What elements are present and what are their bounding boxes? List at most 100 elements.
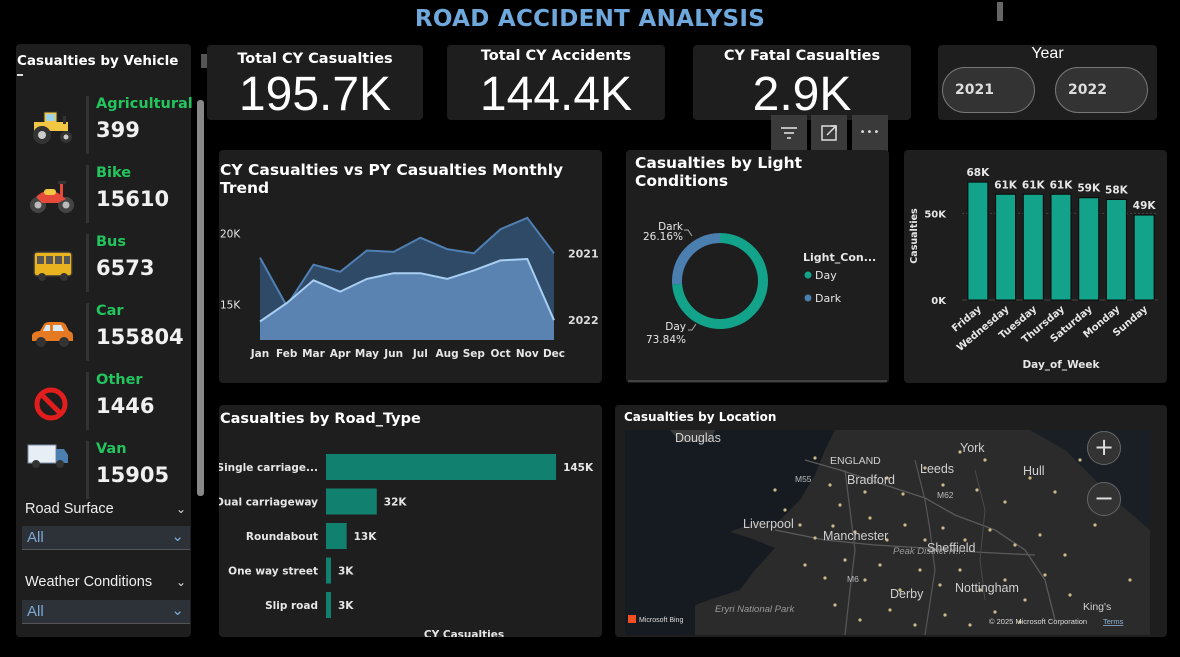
card-title: Casualties by Vehicle (17, 53, 179, 69)
divider (86, 96, 89, 154)
filter-icon[interactable] (771, 115, 807, 151)
x-axis-title: Day_of_Week (1022, 359, 1100, 371)
card-title: CY Casualties vs PY Casualties Monthly T… (220, 161, 564, 197)
x-tick-label: Aug (436, 348, 459, 360)
vehicle-row-car[interactable]: Car 155804 (16, 303, 191, 363)
chevron-down-icon[interactable]: ⌄ (176, 575, 187, 589)
y-axis-title: Casualties (909, 208, 920, 264)
series-label-2022: 2022 (568, 314, 599, 327)
data-label: 58K (1105, 184, 1129, 196)
grip-handle[interactable] (201, 54, 208, 68)
data-label: 59K (1077, 183, 1101, 195)
vehicle-row-bus[interactable]: Bus 6573 (16, 234, 191, 294)
data-label: 145K (563, 462, 594, 474)
slice-label-pct: 73.84% (646, 334, 686, 346)
vehicle-name: Bike (96, 165, 132, 181)
kpi-value: 144.4K (479, 68, 633, 121)
slice-label-name: Dark (658, 221, 684, 233)
slice-label-name: Day (665, 321, 686, 333)
year-option-2021[interactable]: 2021 (942, 67, 1035, 113)
data-label: 61K (1022, 179, 1046, 191)
scrollbar[interactable] (197, 100, 204, 496)
weather-conditions-label: Weather Conditions (25, 574, 153, 590)
bar-road-type (326, 523, 347, 549)
bar-road-type (326, 488, 377, 515)
y-tick-label: Roundabout (246, 531, 318, 543)
road-surface-dropdown[interactable]: All ⌄ (22, 526, 190, 550)
monthly-trend-chart[interactable]: 2021 2022 Jan Feb Mar Apr May Jun Jul Aug Sep Oct No… (219, 150, 602, 383)
map-label-derby: Derby (890, 587, 924, 601)
y-tick-label: 15K (220, 299, 241, 311)
x-axis-title: CY Casualties (424, 629, 504, 637)
map-label-england: ENGLAND (830, 455, 881, 467)
divider (86, 372, 89, 430)
legend-marker-day (804, 271, 812, 279)
data-label: 32K (384, 497, 408, 509)
x-tick-label: Oct (490, 348, 510, 360)
y-tick-label: 20K (220, 228, 241, 240)
y-tick-label: 50K (924, 209, 947, 220)
focus-mode-icon[interactable] (811, 115, 847, 151)
kpi-title: CY Fatal Casualties (723, 48, 881, 64)
bar-tuesday (1022, 193, 1044, 301)
page-title: ROAD ACCIDENT ANALYSIS (414, 6, 766, 32)
day-of-week-chart[interactable]: 68KFriday61KWednesday61KTuesday61KThursd… (904, 150, 1167, 383)
data-label: 61K (994, 179, 1018, 191)
map-terms-link[interactable]: Terms (1103, 617, 1124, 626)
dropdown-value: All (27, 603, 44, 620)
x-tick-label: Apr (330, 348, 352, 360)
bing-logo: Microsoft Bing (639, 617, 683, 624)
card-title: Casualties by Location (624, 410, 777, 424)
x-tick-label: Dec (543, 348, 565, 360)
x-tick-label: Mar (302, 348, 326, 360)
vehicle-name: Other (96, 372, 143, 388)
kpi-fatal-casualties: CY Fatal Casualties 2.9K (693, 45, 911, 121)
vehicle-row-van[interactable]: Van 15905 (16, 441, 191, 501)
tractor-icon (33, 111, 72, 144)
map-label-bradford: Bradford (847, 473, 895, 487)
vehicle-row-agricultural[interactable]: Agricultural 399 (16, 96, 193, 156)
bar-wednesday (995, 193, 1017, 301)
legend-label-day: Day (815, 269, 837, 282)
y-tick-label: One way street (228, 566, 318, 578)
kpi-title: Total CY Casualties (237, 51, 393, 67)
map-label-kings: King's (1083, 601, 1111, 613)
vehicle-row-other[interactable]: Other 1446 (16, 372, 191, 432)
bar-thursday (1050, 193, 1072, 301)
data-label: 3K (338, 566, 354, 578)
vehicle-value: 399 (96, 118, 140, 142)
zoom-out-button[interactable]: − (1087, 482, 1121, 516)
year-option-2022[interactable]: 2022 (1055, 67, 1148, 113)
zoom-in-button[interactable]: + (1087, 431, 1121, 465)
bar-friday (967, 181, 989, 301)
vehicle-value: 15610 (96, 187, 170, 211)
map-label-liverpool: Liverpool (743, 517, 794, 531)
kpi-value: 195.7K (238, 68, 392, 121)
data-label: 13K (354, 531, 378, 543)
map-attribution: © 2025 Microsoft Corporation (989, 617, 1087, 626)
location-map[interactable]: Douglas York ENGLAND Bradford Leeds Hull… (625, 430, 1150, 635)
vehicle-name: Van (96, 441, 127, 457)
bar-road-type (326, 557, 331, 584)
leader-line (684, 229, 693, 237)
vehicle-row-bike[interactable]: Bike 15610 (16, 165, 191, 225)
title-scrollbar[interactable] (997, 2, 1003, 21)
road-type-chart[interactable]: Single carriage... 145K Dual carriageway 32… (219, 405, 602, 637)
more-options-icon[interactable]: ••• (852, 115, 888, 151)
weather-conditions-dropdown[interactable]: All ⌄ (22, 600, 190, 624)
y-tick-label: Single carriage... (219, 462, 318, 474)
kpi-total-accidents: Total CY Accidents 144.4K (447, 45, 665, 121)
data-label: 49K (1133, 200, 1157, 212)
data-label: 3K (338, 600, 354, 612)
car-icon (32, 322, 73, 347)
map-label-hull: Hull (1023, 464, 1045, 478)
x-tick-label: Nov (516, 348, 539, 360)
chevron-down-icon[interactable]: ⌄ (176, 502, 187, 516)
bus-icon (33, 251, 73, 281)
map-label-eryri: Eryri National Park (715, 604, 795, 615)
donut-slice-dark (672, 233, 720, 285)
map-label-m6: M6 (847, 574, 859, 584)
x-tick-label: Feb (276, 348, 298, 360)
prohibited-icon (34, 387, 68, 421)
